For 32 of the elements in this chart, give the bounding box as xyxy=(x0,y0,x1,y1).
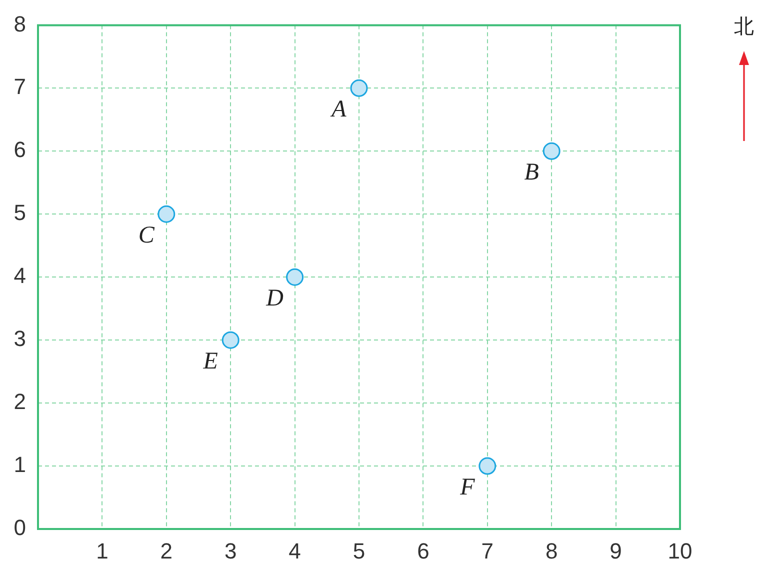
y-tick-label: 5 xyxy=(14,200,26,226)
y-tick-label: 4 xyxy=(14,263,26,288)
annotation: E xyxy=(202,348,218,374)
point xyxy=(286,268,304,286)
y-tick-label: 3 xyxy=(14,326,26,352)
y-tick-label: 7 xyxy=(14,74,26,100)
text: 北 xyxy=(733,14,755,38)
x-tick-label: 1 xyxy=(96,538,108,564)
y-tick-label: 6 xyxy=(14,137,26,162)
x-tick-label: 5 xyxy=(352,538,366,564)
point xyxy=(542,142,560,160)
point xyxy=(350,79,368,97)
x-tick-label: 7 xyxy=(481,538,494,564)
point xyxy=(222,331,240,349)
y-tick-label: 8 xyxy=(14,11,26,36)
point xyxy=(478,457,496,475)
x-tick-label: 6 xyxy=(417,538,430,564)
x-tick-label: 3 xyxy=(224,538,237,564)
y-tick-label: 2 xyxy=(14,389,26,414)
annotation: F xyxy=(459,474,476,500)
annotation: B xyxy=(524,159,540,186)
annotation: A xyxy=(330,96,347,122)
point xyxy=(158,205,176,223)
x-tick-label: 8 xyxy=(545,538,558,564)
x-tick-label: 4 xyxy=(288,538,301,564)
x-tick-label: 9 xyxy=(610,538,622,564)
y-tick-label: 1 xyxy=(14,452,26,478)
x-tick-label: 2 xyxy=(160,538,173,564)
annotation: D xyxy=(265,285,284,312)
y-tick-label: 0 xyxy=(14,515,26,540)
annotation: C xyxy=(138,222,156,248)
x-tick-label: 10 xyxy=(668,538,692,564)
